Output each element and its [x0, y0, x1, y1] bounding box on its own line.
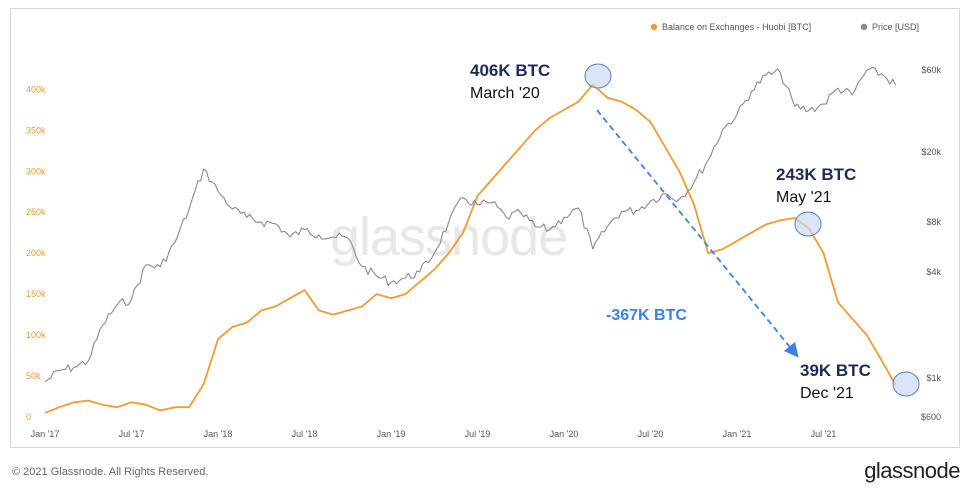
right-tick-label: $4k	[926, 267, 941, 277]
copyright-text: © 2021 Glassnode. All Rights Reserved.	[12, 466, 209, 478]
balance-series-line	[44, 83, 897, 414]
right-tick-label: $20k	[921, 147, 941, 157]
x-axis: Jan '17 Jul '17 Jan '18 Jul '18 Jan '19 Jul '…	[31, 429, 837, 439]
x-tick-label: Jul '20	[638, 429, 664, 439]
left-tick-label: 50k	[26, 371, 41, 381]
decline-arrow	[596, 109, 799, 358]
left-tick-label: 300k	[26, 166, 46, 176]
legend: Balance on Exchanges - Huobi [BTC] Price …	[650, 22, 919, 32]
right-axis: $600 $1k $4k $8k $20k $60k	[921, 65, 942, 422]
right-tick-label: $1k	[926, 373, 941, 383]
highlight-circle	[584, 63, 612, 89]
price-series-line	[44, 66, 897, 383]
left-tick-label: 100k	[26, 330, 46, 340]
right-tick-label: $8k	[926, 217, 941, 227]
x-tick-label: Jan '18	[204, 429, 233, 439]
annotation-group: 406K BTC March '20 243K BTC May '21 39K BTC D…	[470, 61, 920, 402]
arrow-group	[596, 109, 799, 358]
left-tick-label: 250k	[26, 207, 46, 217]
left-tick-label: 0	[26, 412, 31, 422]
x-tick-label: Jan '21	[723, 429, 752, 439]
right-tick-label: $60k	[921, 65, 941, 75]
left-axis: 0 50k 100k 150k 200k 250k 300k 350k 400k	[26, 84, 46, 422]
highlight-circle	[794, 211, 822, 237]
annotation-date: May '21	[776, 189, 832, 206]
left-tick-label: 400k	[26, 84, 46, 94]
annotation-value: 406K BTC	[470, 61, 550, 80]
chart-frame	[10, 8, 960, 448]
watermark: glassnode	[330, 207, 568, 267]
left-tick-label: 150k	[26, 289, 46, 299]
x-tick-label: Jul '18	[292, 429, 318, 439]
annotation-value: 39K BTC	[800, 361, 871, 380]
x-tick-label: Jan '19	[377, 429, 406, 439]
series-group	[44, 66, 897, 414]
glassnode-logo: glassnode	[864, 458, 960, 483]
legend-dot	[860, 23, 868, 31]
x-tick-label: Jan '20	[550, 429, 579, 439]
x-tick-label: Jul '19	[465, 429, 491, 439]
x-tick-label: Jul '21	[811, 429, 837, 439]
legend-label: Price [USD]	[872, 22, 919, 32]
legend-dot	[650, 23, 658, 31]
x-tick-label: Jul '17	[119, 429, 145, 439]
legend-label: Balance on Exchanges - Huobi [BTC]	[662, 22, 811, 32]
left-tick-label: 350k	[26, 125, 46, 135]
annotation-value: 243K BTC	[776, 165, 856, 184]
watermark-text: glassnode	[330, 207, 567, 267]
annotation-value: -367K BTC	[606, 307, 687, 324]
annotation-date: March '20	[470, 85, 540, 102]
annotation-date: Dec '21	[800, 385, 854, 402]
left-tick-label: 200k	[26, 248, 46, 258]
x-tick-label: Jan '17	[31, 429, 60, 439]
highlight-circle	[892, 371, 920, 397]
right-tick-label: $600	[921, 412, 941, 422]
